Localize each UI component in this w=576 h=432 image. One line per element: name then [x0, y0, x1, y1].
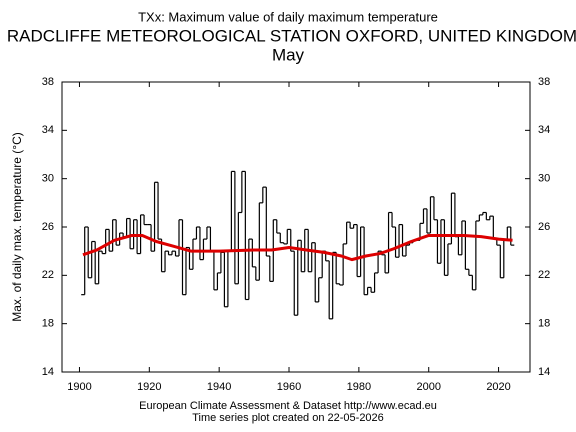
y-tick-label-right: 22 — [538, 269, 550, 281]
x-tick-label: 1980 — [347, 381, 371, 393]
x-tick-label: 1900 — [67, 381, 91, 393]
y-axis-label: Max. of daily max. temperature (°C) — [10, 132, 24, 322]
x-tick-label: 2020 — [486, 381, 510, 393]
y-tick-label: 34 — [42, 124, 54, 136]
x-tick-label: 1920 — [137, 381, 161, 393]
x-tick-label: 1960 — [277, 381, 301, 393]
y-tick-label: 26 — [42, 221, 54, 233]
chart-subtitle: RADCLIFFE METEOROLOGICAL STATION OXFORD,… — [7, 26, 576, 45]
footer: European Climate Assessment & Dataset ht… — [139, 400, 437, 412]
chart-period: May — [272, 45, 305, 64]
y-tick-label: 22 — [42, 269, 54, 281]
x-tick-label: 2000 — [416, 381, 440, 393]
y-tick-label-right: 14 — [538, 366, 550, 378]
y-tick-label-right: 26 — [538, 221, 550, 233]
y-tick-label: 18 — [42, 318, 54, 330]
y-tick-label-right: 34 — [538, 124, 550, 136]
y-tick-label-right: 30 — [538, 173, 550, 185]
y-tick-label: 30 — [42, 173, 54, 185]
footer: Time series plot created on 22-05-2026 — [192, 412, 384, 424]
chart-title: TXx: Maximum value of daily maximum temp… — [138, 9, 438, 24]
y-tick-label-right: 38 — [538, 76, 550, 88]
x-tick-label: 1940 — [207, 381, 231, 393]
smoothed-line — [82, 233, 513, 262]
y-tick-label: 38 — [42, 76, 54, 88]
plot-frame — [61, 81, 531, 373]
y-tick-label: 14 — [42, 366, 54, 378]
y-tick-label-right: 18 — [538, 318, 550, 330]
